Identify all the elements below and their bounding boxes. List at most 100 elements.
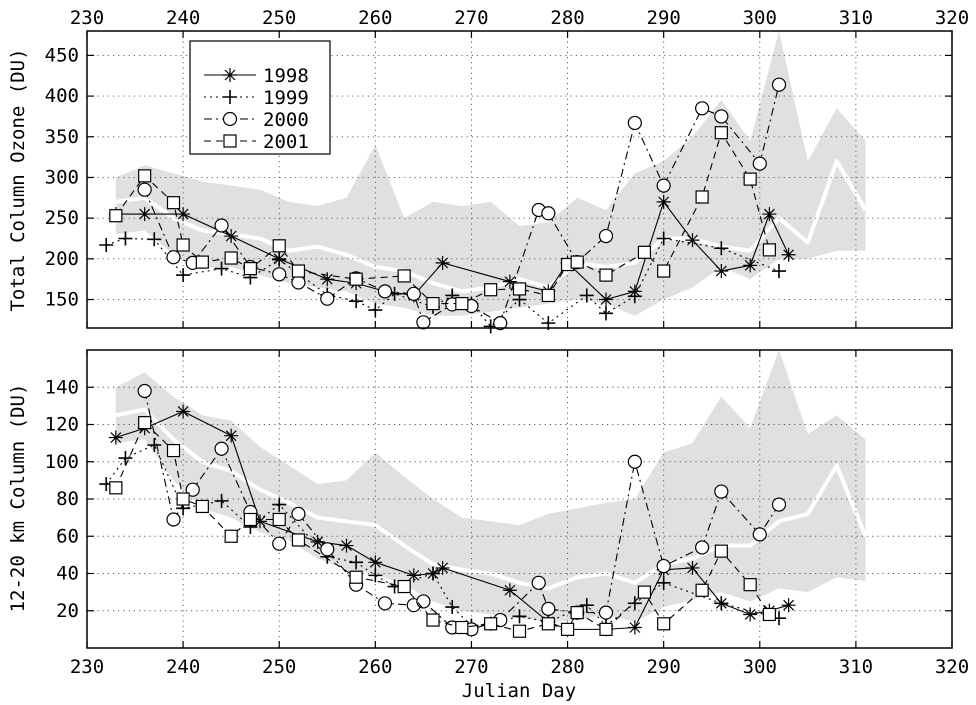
data-point-2001 [714, 126, 728, 140]
data-point-1998 [368, 555, 383, 570]
data-point-2000 [377, 284, 393, 299]
data-point-1998 [781, 247, 796, 262]
data-point-2001 [455, 620, 469, 635]
data-point-2001 [695, 190, 709, 204]
data-point-1999 [579, 598, 594, 613]
data-point-2001 [512, 282, 527, 296]
data-point-2000 [541, 206, 556, 221]
legend-box [189, 40, 331, 155]
y-tick-label: 150 [45, 289, 79, 311]
data-point-2000 [166, 250, 181, 265]
y-tick-label: 40 [56, 563, 79, 585]
data-point-1999 [118, 451, 133, 466]
range-band [115, 350, 866, 622]
data-point-2001 [397, 579, 411, 594]
y-tick-label: 140 [45, 376, 79, 398]
data-point-2001 [176, 238, 190, 252]
data-point-2001 [560, 622, 575, 636]
data-point-1998 [762, 207, 777, 222]
x-tick-label-top: 310 [839, 7, 873, 29]
data-point-2001 [349, 272, 363, 286]
legend-label-1999: 1999 [263, 87, 309, 109]
x-tick-label: 280 [550, 656, 584, 678]
data-point-2001 [570, 255, 584, 269]
data-point-2001 [599, 622, 613, 636]
data-point-2001 [599, 268, 613, 282]
data-point-1999 [426, 566, 440, 581]
data-point-1998 [502, 274, 517, 289]
data-point-2001 [657, 264, 671, 278]
data-point-1999 [512, 609, 527, 624]
legend-marker-1998 [223, 68, 237, 82]
data-point-1999 [118, 231, 133, 246]
data-point-2001 [138, 416, 152, 430]
x-tick-label-top: 290 [647, 7, 681, 29]
data-point-2000 [272, 267, 287, 282]
data-point-2000 [377, 596, 393, 611]
data-point-2001 [138, 169, 152, 183]
y-tick-label: 80 [56, 488, 79, 510]
data-point-2001 [512, 624, 527, 638]
data-point-1998 [108, 430, 123, 445]
data-point-1998 [137, 207, 152, 222]
mean-line [115, 407, 868, 591]
data-point-1998 [627, 620, 642, 635]
data-point-2000 [166, 512, 181, 527]
data-point-1999 [214, 493, 229, 508]
data-point-2001 [224, 529, 238, 543]
data-point-2000 [416, 315, 431, 330]
y-tick-label: 20 [56, 600, 79, 622]
data-point-1999 [599, 306, 613, 321]
y-tick-label: 250 [45, 207, 79, 229]
legend-label-1998: 1998 [263, 65, 309, 87]
data-point-2000 [291, 506, 306, 522]
data-point-2001 [762, 243, 776, 257]
y-tick-label: 300 [45, 166, 79, 188]
data-point-2000 [752, 527, 767, 542]
data-point-2001 [455, 296, 469, 311]
data-point-2001 [695, 583, 709, 597]
data-point-1998 [599, 292, 613, 307]
data-point-2000 [214, 218, 229, 233]
data-point-2001 [291, 533, 306, 547]
bottom-panel-xlabel: Julian Day [462, 680, 576, 702]
x-tick-label: 260 [358, 656, 392, 678]
data-point-2001 [109, 209, 123, 223]
x-tick-label-top: 260 [358, 7, 392, 29]
data-point-1999 [214, 261, 229, 276]
data-point-1999 [368, 303, 383, 318]
legend-marker-1999 [223, 90, 237, 104]
series-2001 [109, 416, 776, 638]
data-point-1999 [579, 288, 594, 303]
data-point-2001 [349, 570, 363, 584]
data-point-1999 [714, 596, 729, 611]
data-point-2000 [656, 558, 671, 574]
data-point-1998 [176, 207, 191, 222]
bottom-panel-frame [86, 349, 953, 649]
legend-label-2001: 2001 [263, 131, 309, 153]
data-point-1998 [406, 568, 421, 583]
data-point-1999 [176, 268, 191, 283]
data-point-2001 [484, 283, 498, 297]
data-point-2000 [137, 182, 152, 197]
series-2000 [137, 383, 787, 637]
data-point-2001 [166, 443, 181, 458]
data-point-2001 [272, 239, 286, 253]
data-point-2000 [656, 178, 671, 193]
data-point-2001 [397, 269, 411, 283]
bottom-panel-ylabel: 12-20 km Column (DU) [7, 384, 29, 613]
data-point-1998 [743, 258, 758, 273]
x-tick-label-top: 250 [262, 7, 296, 29]
data-point-1998 [743, 607, 758, 622]
data-point-2001 [166, 196, 181, 210]
data-point-1999 [272, 252, 287, 267]
data-point-1998 [656, 194, 671, 209]
data-point-2001 [426, 613, 440, 627]
data-point-2001 [541, 617, 555, 631]
y-tick-label: 350 [45, 126, 79, 148]
legend-marker-2000 [222, 111, 238, 127]
data-point-2000 [137, 383, 152, 399]
data-point-2000 [752, 156, 767, 171]
range-band [115, 31, 866, 316]
